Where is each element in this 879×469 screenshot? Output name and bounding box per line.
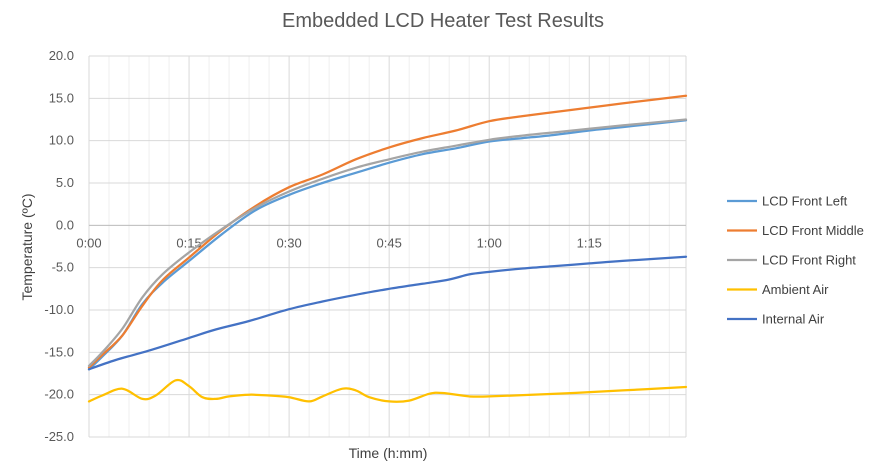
legend-label-ambient-air: Ambient Air <box>762 282 829 297</box>
series-line-ambient-air <box>87 378 688 403</box>
y-tick-label: -5.0 <box>52 260 74 275</box>
y-tick-label: 10.0 <box>49 133 74 148</box>
legend-label-lcd-front-right: LCD Front Right <box>762 253 856 268</box>
x-tick-label: 0:15 <box>176 235 201 250</box>
series-line-lcd-front-middle <box>87 94 688 369</box>
series-lines <box>87 94 688 403</box>
legend-label-lcd-front-left: LCD Front Left <box>762 194 848 209</box>
y-tick-label: -15.0 <box>44 344 74 359</box>
x-tick-label: 0:00 <box>76 235 101 250</box>
legend-label-internal-air: Internal Air <box>762 312 825 327</box>
x-tick-label: 1:00 <box>477 235 502 250</box>
x-tick-labels: 0:00 0:15 0:30 0:45 1:00 1:15 <box>76 235 602 250</box>
chart-title: Embedded LCD Heater Test Results <box>282 10 604 32</box>
x-tick-label: 1:15 <box>577 235 602 250</box>
y-tick-labels: -25.0 -20.0 -15.0 -10.0 -5.0 0.0 5.0 10.0 15.0 20… <box>44 48 74 444</box>
y-axis-title: Temperature (ºC) <box>19 193 35 300</box>
y-tick-label: 5.0 <box>56 175 74 190</box>
y-tick-label: -20.0 <box>44 387 74 402</box>
grid <box>88 55 687 438</box>
x-tick-label: 0:45 <box>377 235 402 250</box>
x-axis-title: Time (h:mm) <box>349 445 428 461</box>
y-tick-label: -25.0 <box>44 429 74 444</box>
y-tick-label: -10.0 <box>44 302 74 317</box>
series-line-internal-air <box>87 255 688 371</box>
legend-label-lcd-front-middle: LCD Front Middle <box>762 223 864 238</box>
x-tick-label: 0:30 <box>276 235 301 250</box>
series-line-lcd-front-right <box>87 118 688 368</box>
y-tick-label: 0.0 <box>56 217 74 232</box>
legend: LCD Front Left LCD Front Middle LCD Front … <box>727 194 864 327</box>
y-tick-label: 15.0 <box>49 90 74 105</box>
y-tick-label: 20.0 <box>49 48 74 63</box>
